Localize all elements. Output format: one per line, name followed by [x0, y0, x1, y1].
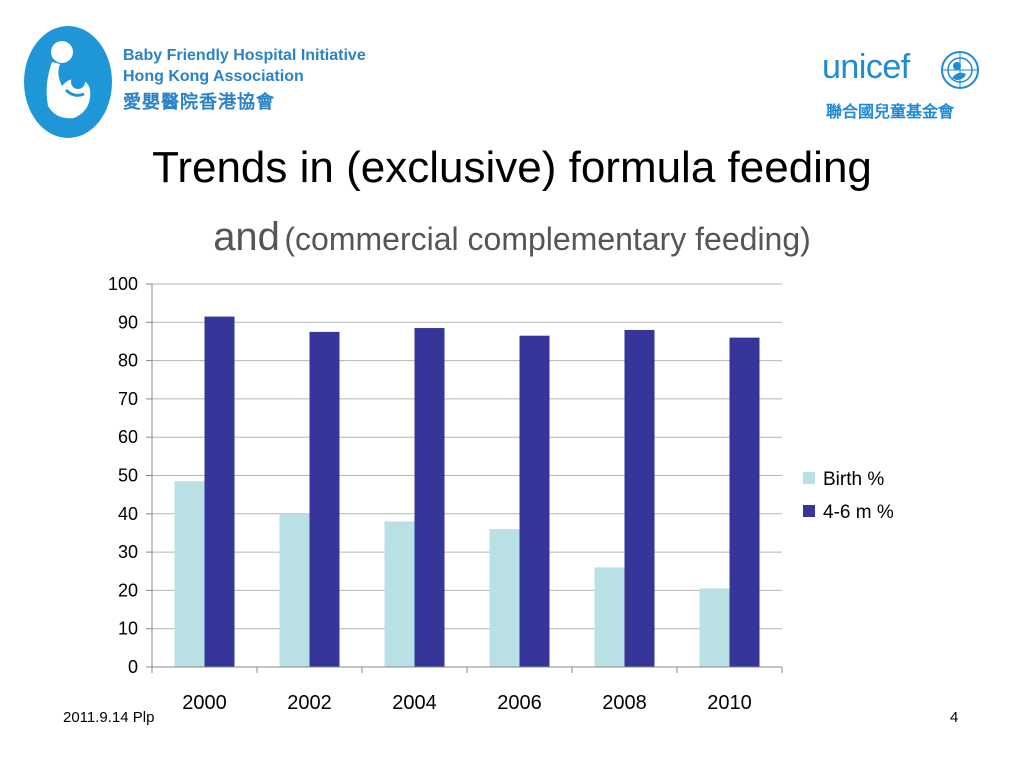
bar-birth — [489, 529, 520, 667]
y-tick-label: 30 — [118, 542, 138, 562]
bar-birth — [594, 567, 625, 667]
legend-label: 4-6 m % — [823, 502, 894, 523]
bars — [174, 316, 760, 667]
bar-birth — [279, 513, 310, 667]
gridlines — [152, 283, 782, 630]
bar-4-6m — [414, 328, 445, 667]
y-tick-label: 0 — [128, 657, 138, 677]
y-tick-label: 40 — [118, 504, 138, 524]
unicef-wordmark: unicef — [822, 48, 910, 86]
bar-4-6m — [309, 331, 340, 667]
y-tick-label: 80 — [118, 351, 138, 371]
slide-subtitle-line: and (commercial complementary feeding) — [0, 215, 1024, 260]
y-tick-label: 60 — [118, 427, 138, 447]
x-tick-label: 2002 — [287, 692, 332, 714]
slide-title: Trends in (exclusive) formula feeding — [152, 143, 872, 192]
y-tick-label: 50 — [118, 466, 138, 486]
bar-birth — [699, 588, 730, 667]
y-tick-labels: 0 10 20 30 40 50 60 70 80 90 100 — [108, 274, 153, 677]
legend-swatch — [803, 505, 815, 517]
bar-4-6m — [729, 337, 760, 667]
bar-birth — [384, 521, 415, 667]
x-tick-label: 2004 — [392, 692, 437, 714]
y-tick-label: 90 — [118, 312, 138, 332]
y-tick-label: 70 — [118, 389, 138, 409]
unicef-chinese-name: 聯合國兒童基金會 — [826, 104, 955, 121]
x-tick-label: 2008 — [602, 692, 647, 714]
mother-and-baby-icon — [24, 26, 112, 138]
legend: Birth % 4-6 m % — [803, 469, 894, 523]
bar-4-6m — [519, 335, 550, 667]
legend-label: Birth % — [823, 469, 884, 490]
slide-subtitle: (commercial complementary feeding) — [284, 221, 811, 257]
x-tick-label: 2000 — [182, 692, 227, 714]
organization-name: Baby Friendly Hospital Initiative — [123, 47, 366, 64]
bar-4-6m — [204, 316, 235, 667]
page-number: 4 — [950, 709, 959, 726]
organization-chinese-name: 愛嬰醫院香港協會 — [123, 92, 275, 112]
bar-birth — [174, 481, 205, 667]
x-tick-label: 2006 — [497, 692, 542, 714]
x-tick-labels: 2000 2002 2004 2006 2008 2010 — [151, 667, 783, 714]
x-tick-label: 2010 — [707, 692, 752, 714]
title-and-word: and — [213, 215, 280, 259]
y-tick-label: 20 — [118, 580, 138, 600]
y-tick-label: 100 — [108, 274, 138, 294]
y-tick-label: 10 — [118, 619, 138, 639]
unicef-emblem-icon — [941, 51, 979, 89]
legend-swatch — [803, 472, 815, 484]
organization-subname: Hong Kong Association — [123, 68, 304, 85]
footer-date: 2011.9.14 Plp — [63, 709, 155, 726]
bar-4-6m — [624, 329, 655, 667]
